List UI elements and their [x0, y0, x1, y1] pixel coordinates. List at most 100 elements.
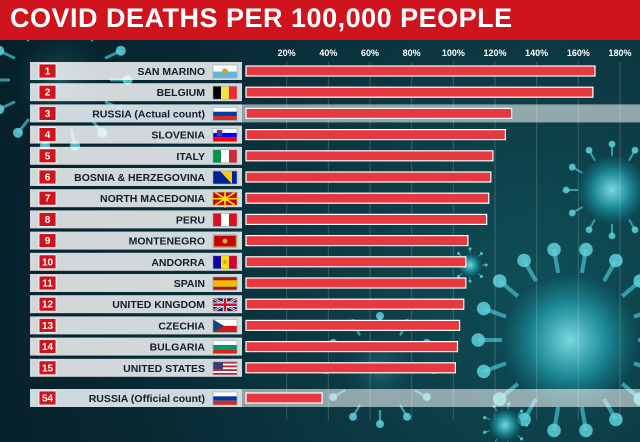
- row-label-panel: [30, 125, 242, 144]
- x-tick-label: 160%: [567, 48, 590, 58]
- bar: [245, 235, 469, 247]
- category-label: UNITED KINGDOM: [112, 299, 205, 311]
- rank-label: 54: [42, 394, 54, 405]
- rank-label: 13: [42, 321, 54, 332]
- bar: [245, 319, 461, 331]
- uk-flag: [212, 297, 238, 313]
- rank-label: 6: [45, 173, 51, 184]
- belgium-flag: [212, 85, 238, 100]
- title-banner: COVID DEATHS PER 100,000 PEOPLE: [0, 0, 640, 40]
- chart-row: 10 ANDORRA: [30, 252, 467, 271]
- chart-row: 14 BULGARIA: [30, 337, 459, 356]
- rank-badge: [38, 254, 57, 270]
- chart-row: 7 NORTH MACEDONIA: [30, 189, 490, 208]
- row-label-panel: [30, 358, 242, 377]
- peru-flag: [212, 213, 238, 227]
- bar: [245, 277, 467, 289]
- category-label: RUSSIA (Official count): [89, 393, 205, 405]
- row-label-panel: [30, 337, 242, 356]
- bar: [245, 362, 457, 374]
- russia-flag: [212, 391, 238, 406]
- rank-badge: [38, 317, 57, 333]
- x-tick-label: 180%: [608, 48, 631, 58]
- rank-badge: [38, 169, 57, 185]
- x-tick-label: 80%: [403, 48, 421, 58]
- rank-badge: [38, 190, 57, 206]
- russia-flag: [212, 107, 238, 121]
- virus-medium: [562, 140, 640, 240]
- bar: [245, 392, 323, 404]
- rank-label: 11: [42, 279, 53, 290]
- chart-row: 15 UNITED STATES: [30, 358, 457, 377]
- chart-row: 54 RUSSIA (Official count): [30, 389, 640, 407]
- chart-row: 8 PERU: [30, 210, 488, 229]
- bar: [245, 213, 488, 225]
- rank-label: 7: [45, 194, 51, 205]
- row-label-panel: [30, 295, 242, 314]
- virus-large: [471, 242, 640, 438]
- bar: [245, 341, 459, 353]
- category-label: PERU: [176, 214, 205, 226]
- italy-flag: [212, 149, 238, 164]
- category-label: MONTENEGRO: [129, 236, 205, 248]
- rank-label: 14: [42, 342, 54, 353]
- rank-label: 4: [45, 130, 51, 141]
- x-tick-label: 140%: [525, 48, 548, 58]
- andorra-flag: [212, 255, 238, 270]
- chart-row: 12 UNITED KINGDOM: [30, 295, 465, 314]
- rank-label: 15: [42, 363, 54, 374]
- row-highlight-band: [242, 389, 640, 407]
- category-label: ITALY: [176, 151, 205, 163]
- rank-badge: [38, 275, 57, 291]
- bar-chart: 20% 40% 60% 80% 100% 120% 140% 160% 180% 1 SAN MA…: [0, 40, 640, 442]
- rank-badge: [38, 211, 57, 227]
- virus-small-2: [483, 402, 529, 442]
- rank-badge: [38, 339, 57, 355]
- category-label: BULGARIA: [150, 342, 206, 354]
- rank-label: 9: [45, 236, 51, 247]
- bulgaria-flag: [212, 340, 238, 354]
- row-label-panel: [30, 104, 242, 123]
- bar: [245, 298, 465, 310]
- rank-badge: [38, 84, 57, 100]
- x-tick-label: 40%: [319, 48, 337, 58]
- bar: [245, 256, 467, 268]
- rank-badge: [38, 360, 57, 376]
- row-label-panel: [30, 231, 242, 250]
- category-label: BELGIUM: [157, 87, 206, 99]
- chart-row: 3 RUSSIA (Actual count): [30, 104, 640, 123]
- rank-badge: [38, 106, 57, 121]
- row-label-panel: [30, 252, 242, 271]
- rank-badge: [38, 390, 57, 406]
- category-label: SLOVENIA: [151, 130, 205, 142]
- chart-row: 13 CZECHIA: [30, 316, 461, 335]
- category-label: RUSSIA (Actual count): [92, 108, 205, 120]
- rank-label: 10: [42, 257, 54, 268]
- row-label-panel: [30, 274, 242, 292]
- rank-label: 5: [45, 151, 51, 162]
- chart-row: 9 MONTENEGRO: [30, 231, 469, 250]
- usa-flag: [212, 361, 238, 376]
- rank-label: 8: [45, 215, 51, 226]
- chart-row: 5 ITALY: [30, 146, 494, 165]
- row-label-panel: [30, 146, 242, 165]
- spain-flag: [212, 276, 238, 291]
- row-label-panel: [30, 62, 242, 80]
- row-label-panel: [30, 210, 242, 229]
- chart-row: 2 BELGIUM: [30, 83, 594, 102]
- category-label: NORTH MACEDONIA: [100, 193, 205, 205]
- row-label-panel: [30, 168, 242, 186]
- row-label-panel: [30, 189, 242, 208]
- bar: [245, 171, 492, 183]
- bar: [245, 150, 494, 162]
- rank-badge: [38, 296, 57, 312]
- chart-title: COVID DEATHS PER 100,000 PEOPLE: [10, 3, 513, 33]
- rank-label: 3: [45, 109, 51, 120]
- category-label: ANDORRA: [151, 257, 205, 269]
- rank-badge: [38, 127, 57, 142]
- chart-row: 6 BOSNIA & HERZEGOVINA: [30, 168, 492, 186]
- rank-badge: [38, 148, 57, 164]
- bosnia-flag: [212, 170, 238, 185]
- chart-row: 1 SAN MARINO: [30, 62, 596, 80]
- chart-row: 4 SLOVENIA: [30, 125, 507, 144]
